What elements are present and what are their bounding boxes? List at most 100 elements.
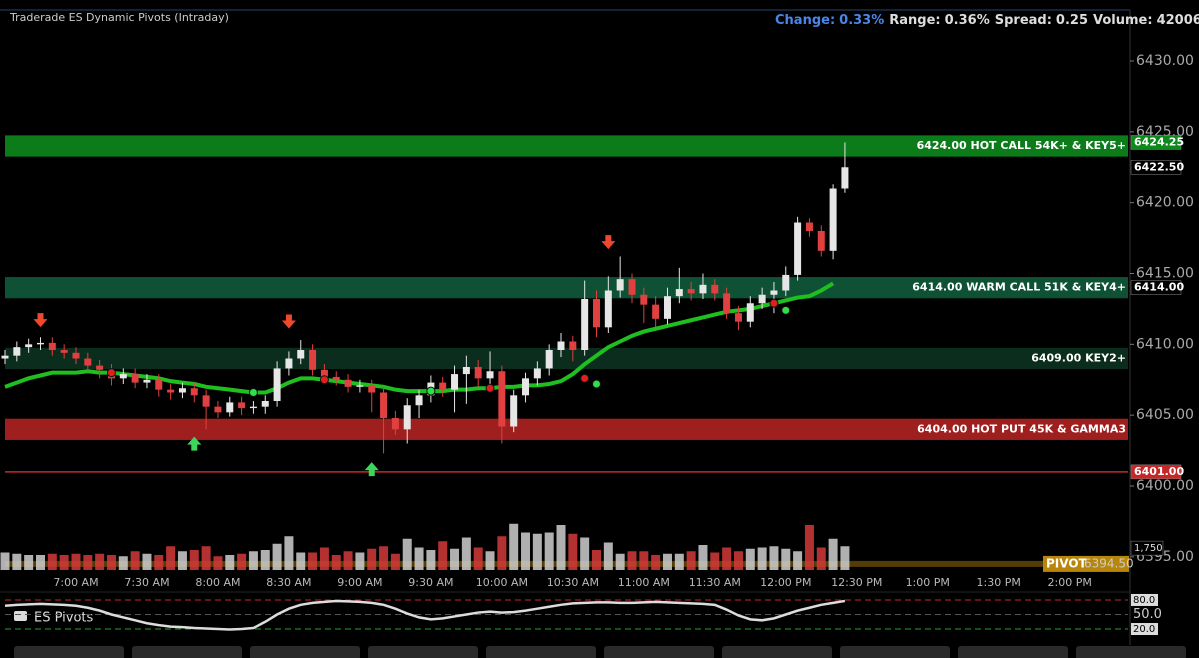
x-tick-label: 2:00 PM <box>1048 576 1092 589</box>
candle-body <box>320 369 328 377</box>
level-label: 6409.00 KEY2+ <box>1031 352 1126 365</box>
tab[interactable] <box>722 646 832 658</box>
candle-body <box>96 365 104 370</box>
stat-label: Range: <box>889 13 940 28</box>
volume-bar <box>733 551 743 570</box>
volume-tag: 1,750 <box>1134 543 1163 554</box>
volume-bar <box>59 555 69 570</box>
x-tick-label: 12:30 PM <box>831 576 882 589</box>
signal-dot <box>319 375 329 385</box>
level-band <box>5 277 1128 299</box>
volume-bar <box>390 553 400 570</box>
tab[interactable] <box>604 646 714 658</box>
pivot-tag-box <box>1043 555 1129 572</box>
signal-dot <box>769 298 779 308</box>
volume-bar <box>745 548 755 570</box>
signal-dot <box>426 386 436 396</box>
volume-bar <box>177 551 187 570</box>
stat-value: 0.33% <box>839 13 884 28</box>
pivot-label: 6394.50 <box>1084 556 1134 570</box>
x-tick-label: 7:00 AM <box>53 576 98 589</box>
price-tag: 6424.25 <box>1134 135 1184 148</box>
volume-bar <box>367 548 377 570</box>
candle-body <box>699 284 707 294</box>
y-tick-label: 6405.00 <box>1136 407 1194 423</box>
candle-body <box>119 374 127 379</box>
volume-bar <box>438 541 448 570</box>
volume-bar <box>189 550 199 570</box>
volume-bar <box>473 547 483 570</box>
candle-body <box>36 342 44 345</box>
volume-bar <box>556 525 566 570</box>
candle-body <box>25 344 33 348</box>
tab[interactable] <box>14 646 124 658</box>
signal-dot <box>485 383 495 393</box>
volume-bar <box>237 553 247 570</box>
volume-bar <box>521 532 531 570</box>
x-tick-label: 9:30 AM <box>408 576 453 589</box>
signal-dot <box>248 388 258 397</box>
stat-value: 0.25 <box>1056 13 1088 28</box>
tab[interactable] <box>958 646 1068 658</box>
tab[interactable] <box>132 646 242 658</box>
volume-bar <box>284 536 294 570</box>
stat-value: 0.36% <box>945 13 990 28</box>
volume-bar <box>106 555 116 570</box>
tab[interactable] <box>1076 646 1186 658</box>
volume-bar <box>793 551 803 570</box>
volume-bar <box>414 547 424 570</box>
candle-body <box>462 367 470 375</box>
candle-body <box>143 379 151 383</box>
candle-body <box>652 304 660 319</box>
volume-bar <box>757 547 767 570</box>
tab[interactable] <box>250 646 360 658</box>
oscillator-tick-box <box>1131 593 1158 606</box>
stat-label: Change: <box>775 13 835 28</box>
x-tick-label: 1:30 PM <box>977 576 1021 589</box>
candle-body <box>604 290 612 328</box>
level-label: 6414.00 WARM CALL 51K & KEY4+ <box>912 281 1126 294</box>
price-tag: 6414.00 <box>1134 281 1184 294</box>
candle-body <box>238 402 246 409</box>
tab[interactable] <box>368 646 478 658</box>
volume-bar <box>355 552 365 570</box>
volume-bar <box>592 550 601 570</box>
candle-body <box>711 284 719 294</box>
volume-bar <box>343 551 353 570</box>
volume-bar <box>544 532 554 570</box>
level-label: 6404.00 HOT PUT 45K & GAMMA3 <box>917 422 1126 435</box>
volume-bar <box>840 546 850 570</box>
buy-arrow <box>187 436 202 451</box>
candle-body <box>829 188 837 251</box>
volume-bar <box>402 538 412 570</box>
candle-body <box>841 167 849 189</box>
volume-bar <box>580 537 590 570</box>
y-tick-label: 6415.00 <box>1136 266 1194 282</box>
bottom-tabs <box>14 646 1186 658</box>
price-tag-box <box>1130 135 1182 150</box>
signal-dot <box>781 305 791 315</box>
candle-body <box>782 274 790 291</box>
tab[interactable] <box>486 646 596 658</box>
candle-body <box>403 405 411 430</box>
volume-bar <box>35 555 45 570</box>
candle-body <box>155 379 163 390</box>
candle-body <box>202 395 210 407</box>
volume-bar <box>568 533 578 570</box>
x-tick-label: 10:00 AM <box>476 576 528 589</box>
volume-bar <box>686 551 696 570</box>
volume-bar <box>71 553 81 570</box>
candle-body <box>451 374 459 390</box>
tab[interactable] <box>840 646 950 658</box>
y-tick-label: 6400.00 <box>1136 478 1194 494</box>
volume-bar <box>816 547 826 570</box>
volume-bar <box>450 548 460 570</box>
level-band <box>5 135 1128 157</box>
oscillator-tick-label: 20.0 <box>1133 624 1155 635</box>
candle-body <box>640 294 648 305</box>
level-band <box>5 418 1128 440</box>
oscillator-line <box>4 599 846 631</box>
x-tick-label: 1:00 PM <box>906 576 950 589</box>
price-tag-box <box>1130 160 1182 175</box>
oscillator-tick-label: 80.0 <box>1133 595 1155 606</box>
